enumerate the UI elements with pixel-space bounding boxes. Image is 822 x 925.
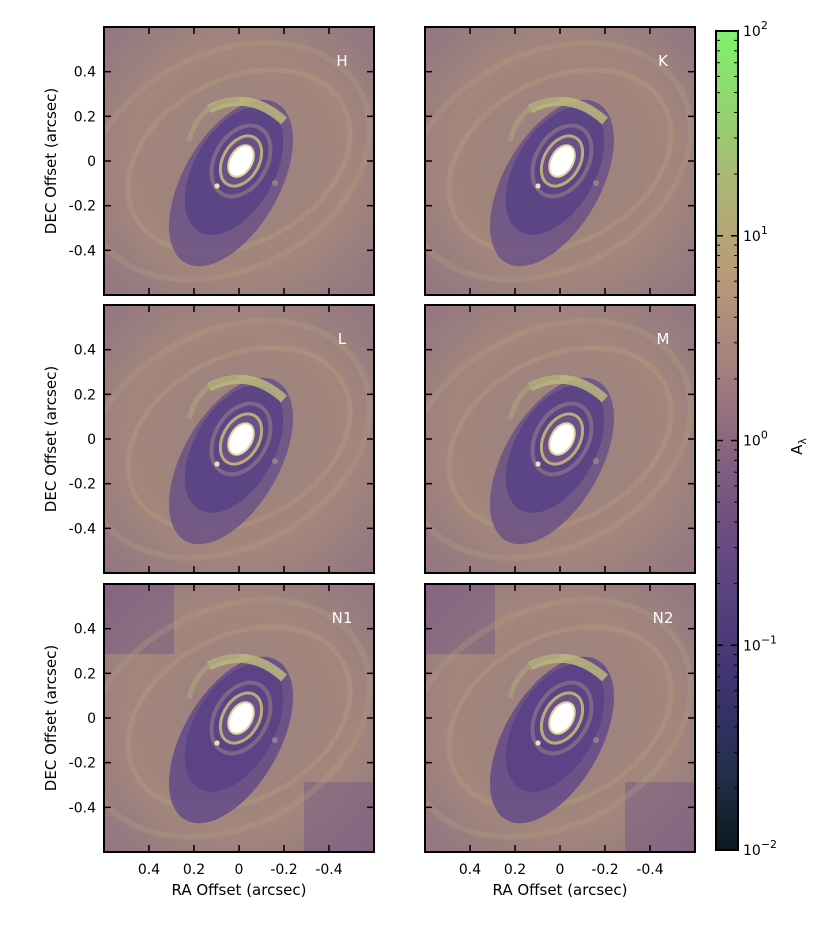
extinction-map [104,27,374,295]
y-tick-label: 0.2 [74,666,96,682]
colorbar-tick-label: 10−2 [743,838,777,859]
y-tick-label: -0.4 [69,800,96,816]
panel-l: L 0.4 0.2 0 -0.2 -0.4 DEC Offset (arcsec) [42,304,375,574]
y-axis-label: DEC Offset (arcsec) [42,366,60,512]
panel-n2: N2 0.4 0.2 0 -0.2 -0.4 RA Offset (arcsec) [424,583,696,899]
x-axis-label: RA Offset (arcsec) [493,881,628,899]
colorbar-tick-label: 102 [743,19,768,40]
panel-m: M [424,304,696,574]
x-tick-label: -0.2 [591,862,618,878]
panels-layer: H 0.4 0.2 0 -0.2 -0.4 DEC Offset (arcsec) K L 0.4… [42,26,696,899]
x-tick-label: 0.2 [504,862,526,878]
extinction-map [425,27,695,295]
y-tick-label: 0.4 [74,65,96,81]
y-tick-label: 0 [87,154,96,170]
y-tick-label: -0.4 [69,521,96,537]
panel-label: K [658,52,669,70]
y-tick-label: 0.2 [74,109,96,125]
panel-n1: N1 0.4 0.2 0 -0.2 -0.4 DEC Offset (arcsec) 0.4 0… [42,583,375,899]
x-tick-label: 0 [235,862,244,878]
y-tick-label: 0.4 [74,622,96,638]
y-tick-label: 0.2 [74,387,96,403]
colorbar-tick-label: 100 [743,429,768,450]
extinction-map [425,305,695,573]
y-axis-label: DEC Offset (arcsec) [42,645,60,791]
panel-label: L [338,330,347,348]
y-tick-label: -0.4 [69,243,96,259]
panel-label: N2 [653,609,674,627]
x-tick-label: 0.4 [459,862,481,878]
colorbar-tick-label: 10−1 [743,633,777,654]
colorbar-tick-label: 101 [743,224,768,245]
x-tick-label: -0.4 [636,862,663,878]
y-tick-label: 0.4 [74,343,96,359]
y-tick-label: -0.2 [69,756,96,772]
x-axis-label: RA Offset (arcsec) [172,881,307,899]
x-tick-label: -0.2 [270,862,297,878]
panel-label: N1 [332,609,353,627]
y-tick-label: -0.2 [69,199,96,215]
extinction-map [104,305,374,573]
panel-k: K [424,26,696,296]
x-tick-label: -0.4 [315,862,342,878]
extinction-map [104,584,374,852]
panel-h: H 0.4 0.2 0 -0.2 -0.4 DEC Offset (arcsec) [42,26,375,296]
y-tick-label: 0 [87,711,96,727]
y-axis-label: DEC Offset (arcsec) [42,88,60,234]
y-tick-label: 0 [87,432,96,448]
panel-label: H [336,52,347,70]
colorbar: 102 101 100 10−1 10−2 Aλ [715,19,809,859]
y-tick-label: -0.2 [69,477,96,493]
x-tick-label: 0.4 [138,862,160,878]
panel-label: M [657,330,670,348]
extinction-map [425,584,695,852]
colorbar-label: Aλ [788,438,809,455]
x-tick-label: 0.2 [183,862,205,878]
x-tick-label: 0 [556,862,565,878]
